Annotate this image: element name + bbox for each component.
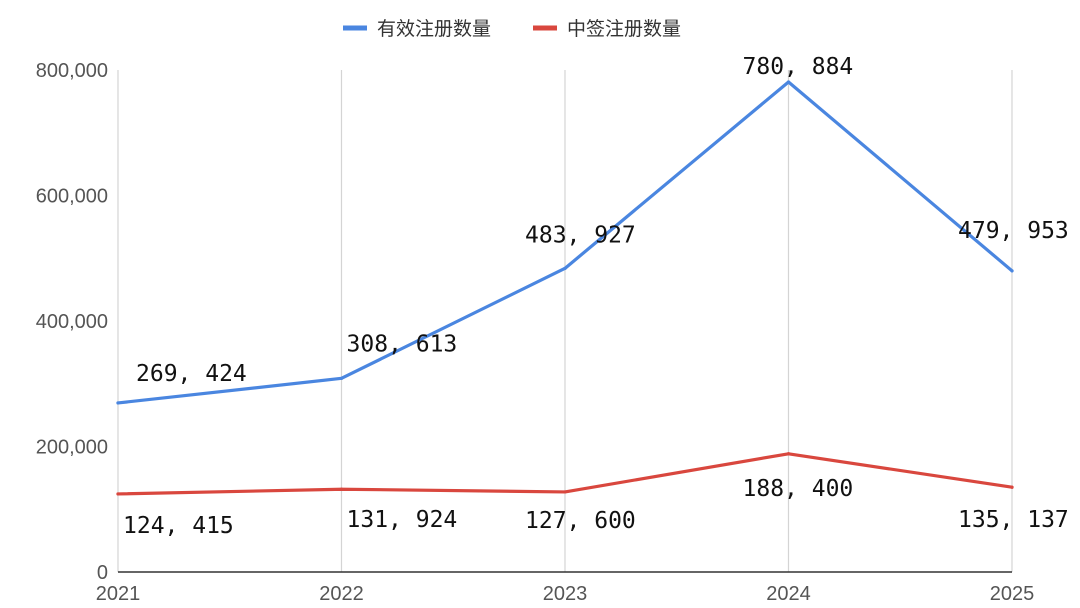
data-label: 479, 953 <box>958 218 1069 244</box>
x-tick-label: 2022 <box>319 583 364 605</box>
y-tick-label: 600,000 <box>36 186 108 208</box>
data-labels: 269, 424 308, 613 483, 927 780, 884 479, 953… <box>123 54 1069 539</box>
data-point <box>1010 269 1014 273</box>
x-tick-label: 2025 <box>990 583 1035 605</box>
legend: 有效注册数量 中签注册数量 <box>343 18 681 40</box>
y-tick-label: 0 <box>97 562 108 584</box>
data-label: 269, 424 <box>136 361 247 387</box>
data-label: 135, 137 <box>958 507 1069 533</box>
y-tick-label: 800,000 <box>36 60 108 82</box>
data-label: 124, 415 <box>123 513 234 539</box>
data-point <box>339 487 344 491</box>
data-point <box>339 376 344 380</box>
data-label: 308, 613 <box>347 331 458 357</box>
data-point <box>786 452 791 456</box>
series <box>116 80 1014 496</box>
data-point <box>116 401 120 405</box>
data-label: 483, 927 <box>525 222 636 248</box>
data-point <box>116 492 120 496</box>
x-tick-label: 2023 <box>543 583 588 605</box>
x-tick-label: 2024 <box>766 583 811 605</box>
data-label: 131, 924 <box>347 507 458 533</box>
legend-label-2: 中签注册数量 <box>567 18 681 40</box>
data-label: 188, 400 <box>743 476 854 502</box>
x-tick-label: 2021 <box>96 583 141 605</box>
gridlines <box>117 70 1013 572</box>
data-point <box>563 490 567 494</box>
data-point <box>1010 485 1014 489</box>
data-point <box>563 266 567 270</box>
axes: 0 200,000 400,000 600,000 800,000 2021 2022 202… <box>36 60 1035 605</box>
data-label: 127, 600 <box>525 508 636 534</box>
data-label: 780, 884 <box>743 54 854 80</box>
legend-label-1: 有效注册数量 <box>377 18 491 40</box>
y-tick-label: 400,000 <box>36 311 108 333</box>
y-tick-label: 200,000 <box>36 437 108 459</box>
data-point <box>786 80 791 84</box>
